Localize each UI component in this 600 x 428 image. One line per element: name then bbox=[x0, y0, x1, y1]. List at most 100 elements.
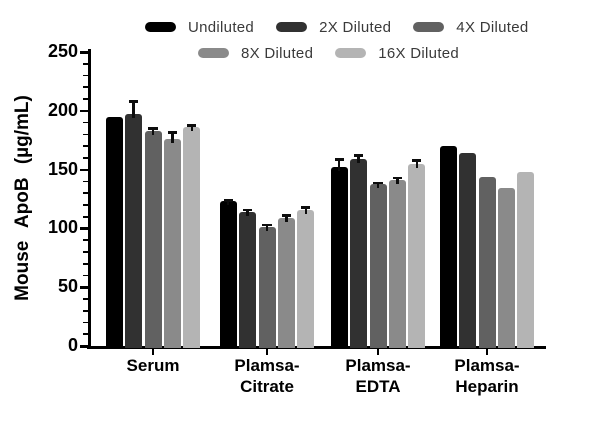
x-tick bbox=[376, 349, 380, 355]
legend-swatch-icon bbox=[145, 22, 176, 32]
y-major-tick bbox=[80, 345, 88, 348]
y-minor-tick bbox=[83, 157, 88, 159]
error-bar-stem bbox=[151, 128, 155, 135]
legend-item-16x-diluted: 16X Diluted bbox=[335, 45, 459, 62]
y-tick-label: 150 bbox=[47, 158, 78, 179]
legend-label: 16X Diluted bbox=[378, 44, 460, 62]
error-bar-cap bbox=[223, 199, 233, 202]
legend-swatch-icon bbox=[335, 48, 367, 58]
error-bar-stem bbox=[265, 224, 269, 232]
y-minor-tick bbox=[83, 133, 88, 136]
x-category-label: Serum bbox=[126, 356, 180, 375]
legend-swatch-icon bbox=[276, 22, 308, 32]
y-tick-label: 0 bbox=[67, 335, 78, 355]
bar-2x-diluted-4 bbox=[459, 153, 477, 348]
error-bar-cap bbox=[128, 100, 139, 103]
legend-row-1: Undiluted 2X Diluted 4X Diluted bbox=[145, 19, 529, 36]
error-bar-cap bbox=[148, 127, 158, 131]
y-major-tick bbox=[80, 227, 88, 230]
error-bar-stem bbox=[285, 215, 288, 222]
bar-undiluted-4 bbox=[439, 146, 457, 348]
y-minor-tick bbox=[83, 215, 88, 218]
legend-label: 8X Diluted bbox=[241, 44, 314, 62]
bar-16x-diluted-1 bbox=[183, 127, 201, 348]
bar-2x-diluted-1 bbox=[125, 114, 143, 348]
bar-2x-diluted-3 bbox=[350, 159, 368, 348]
error-bar-cap bbox=[353, 154, 364, 158]
legend-label: 4X Diluted bbox=[456, 18, 529, 36]
y-tick-label: 50 bbox=[57, 276, 78, 297]
error-bar-cap bbox=[373, 181, 383, 185]
y-minor-tick bbox=[83, 262, 88, 265]
error-bar-cap bbox=[334, 158, 344, 161]
error-bar-cap bbox=[412, 159, 422, 162]
error-bar-stem bbox=[132, 101, 135, 119]
error-bar-cap bbox=[392, 176, 403, 180]
legend-swatch-icon bbox=[413, 22, 445, 32]
x-category-label: Plamsa- Citrate bbox=[234, 356, 300, 396]
y-major-tick bbox=[80, 168, 88, 172]
x-category-label: Plamsa- Heparin bbox=[454, 356, 520, 396]
bar-undiluted-1 bbox=[105, 116, 123, 348]
error-bar-cap bbox=[242, 208, 253, 212]
bar-16x-diluted-2 bbox=[297, 209, 315, 348]
bar-4x-diluted-4 bbox=[478, 176, 496, 348]
x-axis-line bbox=[87, 346, 546, 349]
error-bar-stem bbox=[376, 182, 380, 188]
bar-undiluted-3 bbox=[330, 167, 348, 348]
y-minor-tick bbox=[83, 321, 88, 324]
y-minor-tick bbox=[83, 239, 88, 242]
bar-undiluted-2 bbox=[219, 201, 237, 348]
x-category-label: Plamsa- EDTA bbox=[345, 356, 411, 396]
y-minor-tick bbox=[83, 309, 88, 312]
bar-8x-diluted-2 bbox=[277, 217, 295, 348]
y-tick-label: 200 bbox=[47, 99, 78, 120]
y-minor-tick bbox=[83, 74, 88, 77]
error-bar-stem bbox=[171, 131, 174, 143]
x-tick bbox=[485, 349, 489, 355]
legend-row-2: 8X Diluted 16X Diluted bbox=[198, 44, 459, 62]
bar-4x-diluted-2 bbox=[258, 227, 276, 348]
error-bar-cap bbox=[187, 123, 197, 127]
y-minor-tick bbox=[83, 192, 88, 194]
y-minor-tick bbox=[83, 86, 88, 89]
bar-8x-diluted-1 bbox=[163, 139, 181, 348]
error-bar-stem bbox=[226, 200, 230, 206]
legend-item-undiluted: Undiluted bbox=[145, 19, 254, 36]
error-bar-stem bbox=[357, 155, 360, 163]
bar-8x-diluted-3 bbox=[388, 180, 406, 348]
y-major-tick bbox=[80, 109, 88, 113]
error-bar-stem bbox=[304, 207, 308, 214]
legend-swatch-icon bbox=[198, 48, 229, 58]
bar-4x-diluted-1 bbox=[144, 130, 162, 348]
y-minor-tick bbox=[83, 180, 88, 183]
y-axis-line bbox=[88, 49, 91, 349]
y-minor-tick bbox=[83, 62, 88, 65]
error-bar-stem bbox=[337, 159, 341, 172]
y-minor-tick bbox=[83, 98, 88, 100]
y-axis-title: Mouse ApoB (µg/mL) bbox=[12, 95, 33, 301]
error-bar-stem bbox=[415, 160, 419, 168]
x-tick bbox=[265, 349, 269, 355]
y-major-tick bbox=[80, 51, 88, 54]
bar-2x-diluted-2 bbox=[239, 211, 257, 348]
error-bar-cap bbox=[262, 223, 272, 227]
x-tick bbox=[151, 349, 155, 355]
error-bar-stem bbox=[246, 209, 249, 216]
error-bar-cap bbox=[301, 206, 311, 209]
bar-16x-diluted-3 bbox=[408, 163, 426, 348]
y-minor-tick bbox=[83, 274, 88, 277]
y-minor-tick bbox=[83, 145, 88, 147]
y-minor-tick bbox=[83, 298, 88, 300]
y-tick-label: 250 bbox=[47, 41, 78, 61]
bar-16x-diluted-4 bbox=[517, 171, 535, 348]
legend-item-4x-diluted: 4X Diluted bbox=[413, 19, 528, 36]
bar-8x-diluted-4 bbox=[497, 188, 515, 348]
legend-item-2x-diluted: 2X Diluted bbox=[276, 19, 391, 36]
y-minor-tick bbox=[83, 204, 88, 206]
error-bar-stem bbox=[190, 124, 194, 132]
y-major-tick bbox=[80, 286, 88, 289]
bar-4x-diluted-3 bbox=[369, 183, 387, 348]
error-bar-cap bbox=[281, 214, 292, 218]
